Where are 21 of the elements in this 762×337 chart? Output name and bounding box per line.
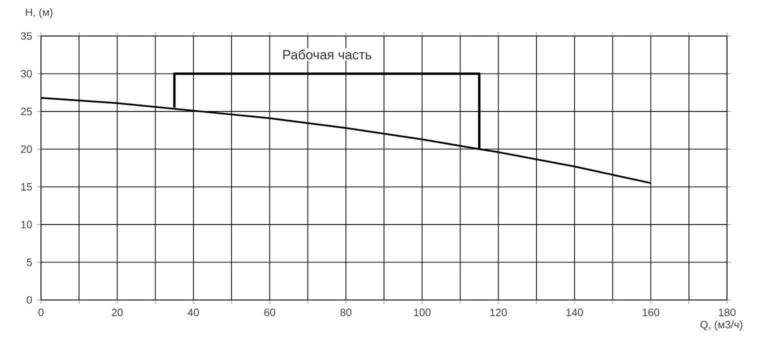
y-tick-label: 5 xyxy=(26,258,32,266)
x-tick-label: 40 xyxy=(188,308,199,316)
x-tick-label: 60 xyxy=(264,308,276,316)
y-tick-label: 15 xyxy=(21,183,32,191)
y-tick-label: 20 xyxy=(21,145,32,153)
x-axis-title: Q, (м3/ч) xyxy=(700,320,742,330)
x-tick-label: 80 xyxy=(340,308,352,316)
y-tick-label: 10 xyxy=(21,220,32,228)
x-tick-label: 0 xyxy=(38,308,44,316)
y-tick-label: 0 xyxy=(26,296,32,304)
x-tick-label: 120 xyxy=(490,308,507,316)
y-axis-title: H, (м) xyxy=(26,8,52,18)
y-tick-label: 35 xyxy=(20,32,32,40)
y-tick-label: 25 xyxy=(21,108,32,116)
x-tick-label: 20 xyxy=(112,308,123,316)
y-tick-label: 30 xyxy=(20,70,32,78)
x-tick-label: 140 xyxy=(566,308,584,316)
x-tick-label: 180 xyxy=(718,308,736,316)
annotation: Рабочая часть xyxy=(283,50,372,60)
x-tick-label: 100 xyxy=(414,308,431,316)
x-tick-label: 160 xyxy=(642,308,660,316)
